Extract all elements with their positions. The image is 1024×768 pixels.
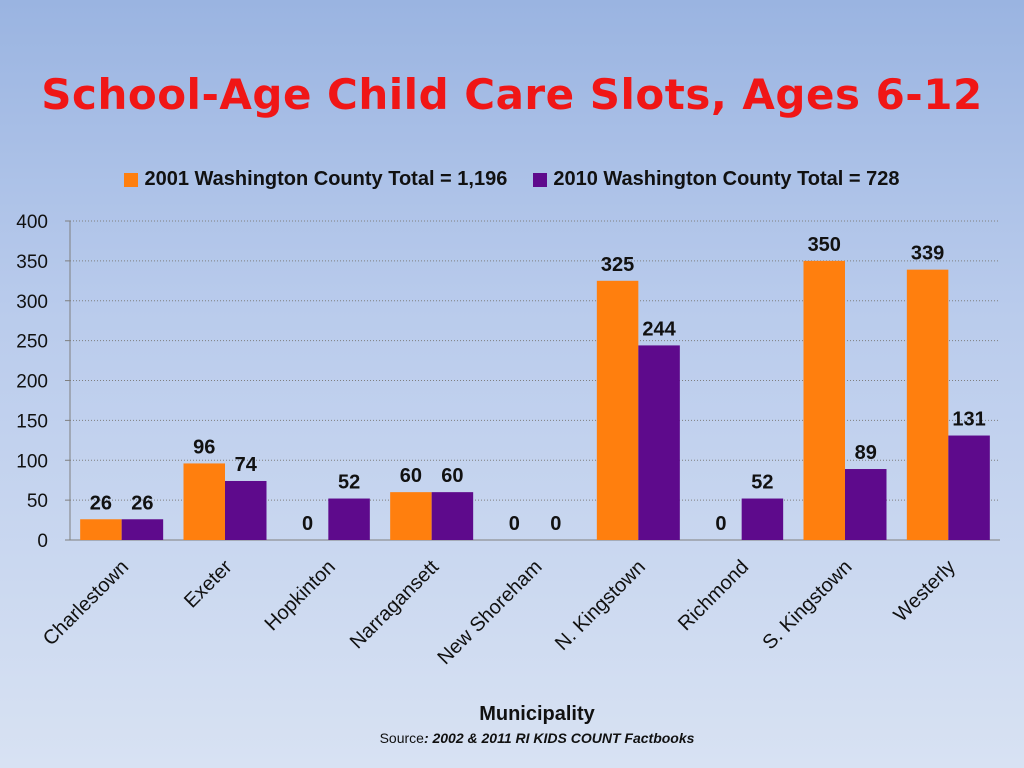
legend: 2001 Washington County Total = 1,196 201… — [0, 168, 1024, 191]
bar-2010 — [121, 519, 164, 540]
source-prefix: Source — [379, 730, 424, 746]
y-tick-label: 0 — [37, 531, 48, 552]
data-label: 0 — [715, 513, 726, 535]
y-tick-label: 50 — [27, 491, 48, 512]
y-tick-label: 250 — [16, 332, 48, 353]
bar-2001 — [80, 519, 122, 540]
legend-label-2010: 2010 Washington County Total = 728 — [553, 168, 900, 190]
legend-item-2001: 2001 Washington County Total = 1,196 — [124, 168, 507, 191]
data-label: 60 — [400, 465, 422, 487]
data-label: 244 — [642, 318, 676, 340]
y-tick-label: 300 — [16, 292, 48, 313]
legend-swatch-2001 — [124, 172, 139, 187]
data-label: 26 — [90, 492, 112, 514]
bar-2010 — [741, 498, 784, 540]
x-tick-label: S. Kingstown — [758, 556, 856, 654]
data-label: 131 — [952, 409, 985, 431]
bar-2001 — [183, 463, 225, 540]
y-tick-label: 350 — [16, 252, 48, 273]
legend-swatch-2010 — [533, 172, 548, 187]
data-label: 339 — [911, 243, 944, 265]
data-label: 60 — [441, 465, 463, 487]
legend-label-2001: 2001 Washington County Total = 1,196 — [144, 168, 508, 190]
bar-2010 — [638, 345, 680, 540]
x-tick-label: Westerly — [890, 556, 960, 626]
data-label: 96 — [193, 436, 215, 458]
bar-2010 — [328, 498, 370, 540]
chart-title: School-Age Child Care Slots, Ages 6-12 — [41, 70, 983, 119]
y-tick-label: 400 — [16, 212, 48, 233]
x-tick-label: Richmond — [674, 556, 753, 635]
y-tick-label: 100 — [16, 451, 48, 472]
data-label: 0 — [302, 513, 313, 535]
x-tick-label: Charlestown — [39, 556, 133, 650]
x-tick-label: Narragansett — [346, 556, 444, 654]
data-label: 0 — [550, 513, 561, 535]
source-text: : 2002 & 2011 RI KIDS COUNT Factbooks — [423, 730, 695, 746]
source-note: Source: 2002 & 2011 RI KIDS COUNT Factbo… — [0, 730, 1024, 746]
legend-item-2010: 2010 Washington County Total = 728 — [533, 168, 900, 191]
bar-2001 — [803, 260, 845, 540]
data-label: 74 — [235, 454, 258, 476]
bar-2010 — [431, 492, 474, 540]
bar-2001 — [596, 280, 639, 540]
y-tick-label: 200 — [16, 372, 48, 393]
data-label: 52 — [338, 472, 360, 494]
bar-2010 — [225, 480, 267, 540]
bar-2001 — [906, 269, 949, 540]
data-label: 350 — [808, 234, 841, 256]
x-tick-label: Hopkinton — [261, 556, 340, 635]
data-label: 26 — [131, 492, 153, 514]
y-tick-label: 150 — [16, 411, 48, 432]
data-label: 52 — [751, 472, 773, 494]
x-tick-label: Exeter — [180, 556, 237, 613]
data-label: 89 — [855, 442, 877, 464]
x-axis-label: Municipality — [479, 703, 595, 725]
bar-2001 — [390, 492, 432, 540]
x-tick-label: N. Kingstown — [551, 556, 650, 655]
bar-2010 — [948, 435, 990, 540]
x-tick-label: New Shoreham — [434, 556, 547, 669]
data-label: 325 — [601, 254, 634, 276]
bar-2010 — [845, 469, 887, 540]
data-label: 0 — [509, 513, 520, 535]
